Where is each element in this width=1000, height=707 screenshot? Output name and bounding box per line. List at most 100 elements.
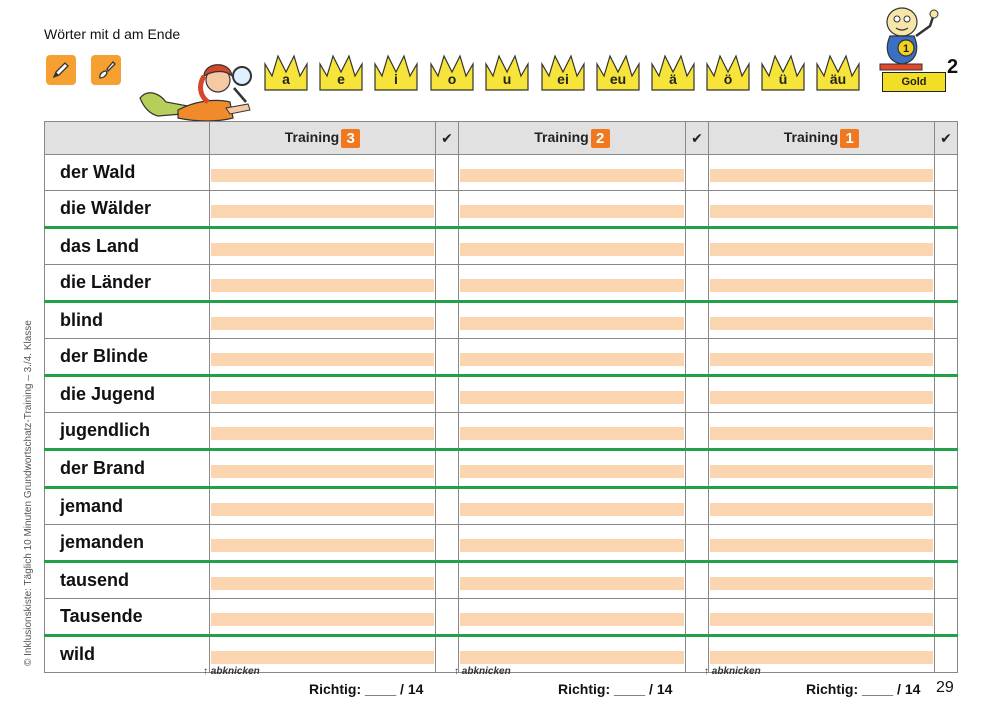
write-field[interactable] — [708, 375, 935, 413]
write-field[interactable] — [708, 524, 935, 563]
write-field[interactable] — [708, 264, 935, 303]
check-box[interactable] — [435, 190, 459, 229]
check-box[interactable] — [685, 487, 709, 525]
write-field[interactable] — [708, 561, 935, 599]
write-field[interactable] — [708, 598, 935, 637]
check-box[interactable] — [685, 561, 709, 599]
check-box[interactable] — [934, 227, 958, 265]
check-box[interactable] — [685, 524, 709, 563]
check-box[interactable] — [685, 598, 709, 637]
write-field[interactable] — [209, 301, 436, 339]
table-row: tausend — [44, 561, 958, 599]
write-field[interactable] — [458, 227, 686, 265]
write-field[interactable] — [458, 301, 686, 339]
check-header: ✔ — [685, 121, 709, 155]
write-field[interactable] — [209, 190, 436, 229]
write-field[interactable] — [458, 412, 686, 451]
check-box[interactable] — [934, 635, 958, 673]
check-box[interactable] — [685, 190, 709, 229]
write-field[interactable] — [209, 227, 436, 265]
check-box[interactable] — [435, 338, 459, 377]
write-field[interactable] — [458, 375, 686, 413]
training-3-header: Training 3 — [209, 121, 436, 155]
write-field[interactable] — [458, 598, 686, 637]
write-field[interactable] — [209, 264, 436, 303]
arrow-up-icon: ↑ — [704, 666, 709, 677]
check-box[interactable] — [435, 154, 459, 191]
check-box[interactable] — [934, 190, 958, 229]
table-row: die Jugend — [44, 375, 958, 413]
check-box[interactable] — [934, 412, 958, 451]
check-box[interactable] — [435, 449, 459, 489]
write-field[interactable] — [458, 561, 686, 599]
check-box[interactable] — [934, 375, 958, 413]
crown-vowel-ue: ü — [760, 52, 806, 92]
check-box[interactable] — [934, 487, 958, 525]
check-box[interactable] — [934, 598, 958, 637]
check-box[interactable] — [685, 338, 709, 377]
write-field[interactable] — [209, 635, 436, 673]
table-row: jemand — [44, 487, 958, 525]
write-field[interactable] — [209, 598, 436, 637]
write-field[interactable] — [458, 154, 686, 191]
write-field[interactable] — [708, 227, 935, 265]
write-field[interactable] — [458, 190, 686, 229]
write-field[interactable] — [708, 449, 935, 489]
word-cell: jugendlich — [44, 412, 210, 451]
write-field[interactable] — [458, 487, 686, 525]
write-field[interactable] — [209, 338, 436, 377]
check-box[interactable] — [934, 561, 958, 599]
check-box[interactable] — [685, 264, 709, 303]
fold-hint-2: ↑ abknicken — [454, 666, 511, 677]
check-box[interactable] — [934, 264, 958, 303]
write-field[interactable] — [708, 190, 935, 229]
check-box[interactable] — [934, 338, 958, 377]
write-field[interactable] — [209, 449, 436, 489]
write-field[interactable] — [708, 635, 935, 673]
write-field[interactable] — [458, 524, 686, 563]
table-row: jugendlich — [44, 412, 958, 451]
check-box[interactable] — [435, 264, 459, 303]
check-box[interactable] — [685, 375, 709, 413]
word-cell: jemand — [44, 487, 210, 525]
write-field[interactable] — [458, 449, 686, 489]
check-box[interactable] — [435, 375, 459, 413]
check-box[interactable] — [934, 154, 958, 191]
check-box[interactable] — [934, 449, 958, 489]
write-field[interactable] — [209, 375, 436, 413]
brush-icon — [91, 55, 121, 85]
check-box[interactable] — [685, 635, 709, 673]
word-cell: der Brand — [44, 449, 210, 489]
table-row: die Länder — [44, 264, 958, 303]
check-box[interactable] — [435, 561, 459, 599]
check-box[interactable] — [685, 227, 709, 265]
write-field[interactable] — [708, 412, 935, 451]
write-field[interactable] — [209, 524, 436, 563]
write-field[interactable] — [209, 561, 436, 599]
write-field[interactable] — [458, 635, 686, 673]
write-field[interactable] — [209, 154, 436, 191]
table-row: die Wälder — [44, 190, 958, 229]
check-box[interactable] — [435, 301, 459, 339]
write-field[interactable] — [708, 487, 935, 525]
check-box[interactable] — [435, 227, 459, 265]
write-field[interactable] — [458, 338, 686, 377]
write-field[interactable] — [209, 412, 436, 451]
write-field[interactable] — [708, 338, 935, 377]
write-field[interactable] — [458, 264, 686, 303]
check-box[interactable] — [685, 301, 709, 339]
check-box[interactable] — [934, 301, 958, 339]
check-box[interactable] — [435, 635, 459, 673]
check-box[interactable] — [685, 412, 709, 451]
check-box[interactable] — [685, 449, 709, 489]
check-box[interactable] — [435, 524, 459, 563]
check-box[interactable] — [685, 154, 709, 191]
check-box[interactable] — [934, 524, 958, 563]
table-row: Tausende — [44, 598, 958, 637]
check-box[interactable] — [435, 412, 459, 451]
write-field[interactable] — [708, 154, 935, 191]
check-box[interactable] — [435, 598, 459, 637]
write-field[interactable] — [708, 301, 935, 339]
write-field[interactable] — [209, 487, 436, 525]
check-box[interactable] — [435, 487, 459, 525]
